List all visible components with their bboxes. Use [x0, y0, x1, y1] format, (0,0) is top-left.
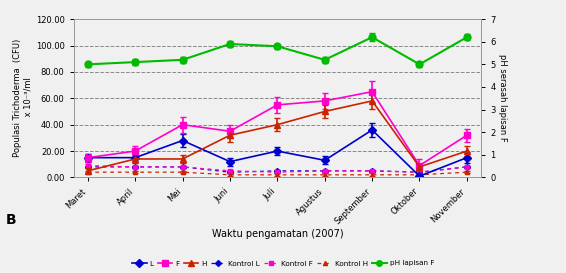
Legend: L, F, H, Kontrol L, Kontrol F, Kontrol H, pH lapisan F: L, F, H, Kontrol L, Kontrol F, Kontrol H… — [129, 257, 437, 269]
Text: B: B — [6, 213, 16, 227]
Y-axis label: pH serasah lapisan F: pH serasah lapisan F — [498, 54, 507, 142]
X-axis label: Waktu pengamatan (2007): Waktu pengamatan (2007) — [212, 229, 343, 239]
Y-axis label: Populasi Trichoderma  (CFU)
 x 10⁻³/ml: Populasi Trichoderma (CFU) x 10⁻³/ml — [14, 39, 33, 158]
